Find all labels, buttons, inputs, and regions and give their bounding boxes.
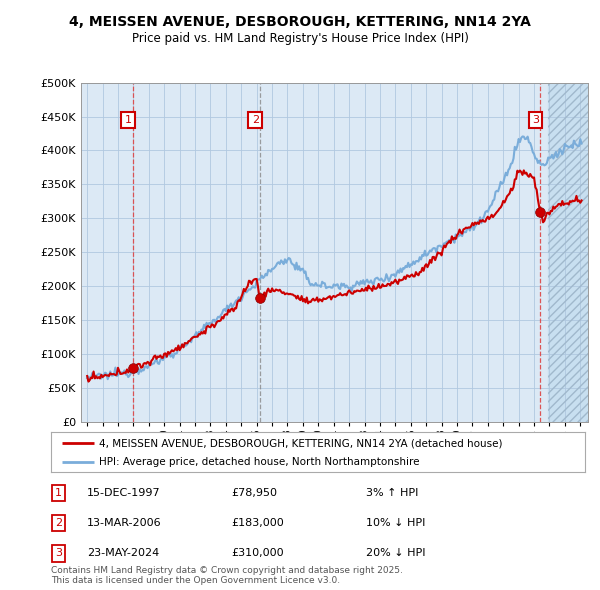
Text: 2: 2 (55, 519, 62, 528)
Text: 3% ↑ HPI: 3% ↑ HPI (366, 488, 418, 497)
Text: 13-MAR-2006: 13-MAR-2006 (87, 519, 161, 528)
Text: £310,000: £310,000 (231, 549, 284, 558)
Text: 20% ↓ HPI: 20% ↓ HPI (366, 549, 425, 558)
Bar (548, 83, 588, 422)
Text: 10% ↓ HPI: 10% ↓ HPI (366, 519, 425, 528)
Text: Price paid vs. HM Land Registry's House Price Index (HPI): Price paid vs. HM Land Registry's House … (131, 32, 469, 45)
Text: 4, MEISSEN AVENUE, DESBOROUGH, KETTERING, NN14 2YA: 4, MEISSEN AVENUE, DESBOROUGH, KETTERING… (69, 15, 531, 29)
Text: £183,000: £183,000 (231, 519, 284, 528)
Text: 3: 3 (532, 115, 539, 125)
Bar (548, 83, 588, 422)
Text: 3: 3 (55, 549, 62, 558)
Text: 1: 1 (55, 488, 62, 497)
Text: 2: 2 (252, 115, 259, 125)
Text: 1: 1 (125, 115, 131, 125)
Text: HPI: Average price, detached house, North Northamptonshire: HPI: Average price, detached house, Nort… (99, 457, 419, 467)
Text: 23-MAY-2024: 23-MAY-2024 (87, 549, 159, 558)
Text: £78,950: £78,950 (231, 488, 277, 497)
Text: 4, MEISSEN AVENUE, DESBOROUGH, KETTERING, NN14 2YA (detached house): 4, MEISSEN AVENUE, DESBOROUGH, KETTERING… (99, 438, 503, 448)
Text: Contains HM Land Registry data © Crown copyright and database right 2025.
This d: Contains HM Land Registry data © Crown c… (51, 566, 403, 585)
Text: 15-DEC-1997: 15-DEC-1997 (87, 488, 161, 497)
